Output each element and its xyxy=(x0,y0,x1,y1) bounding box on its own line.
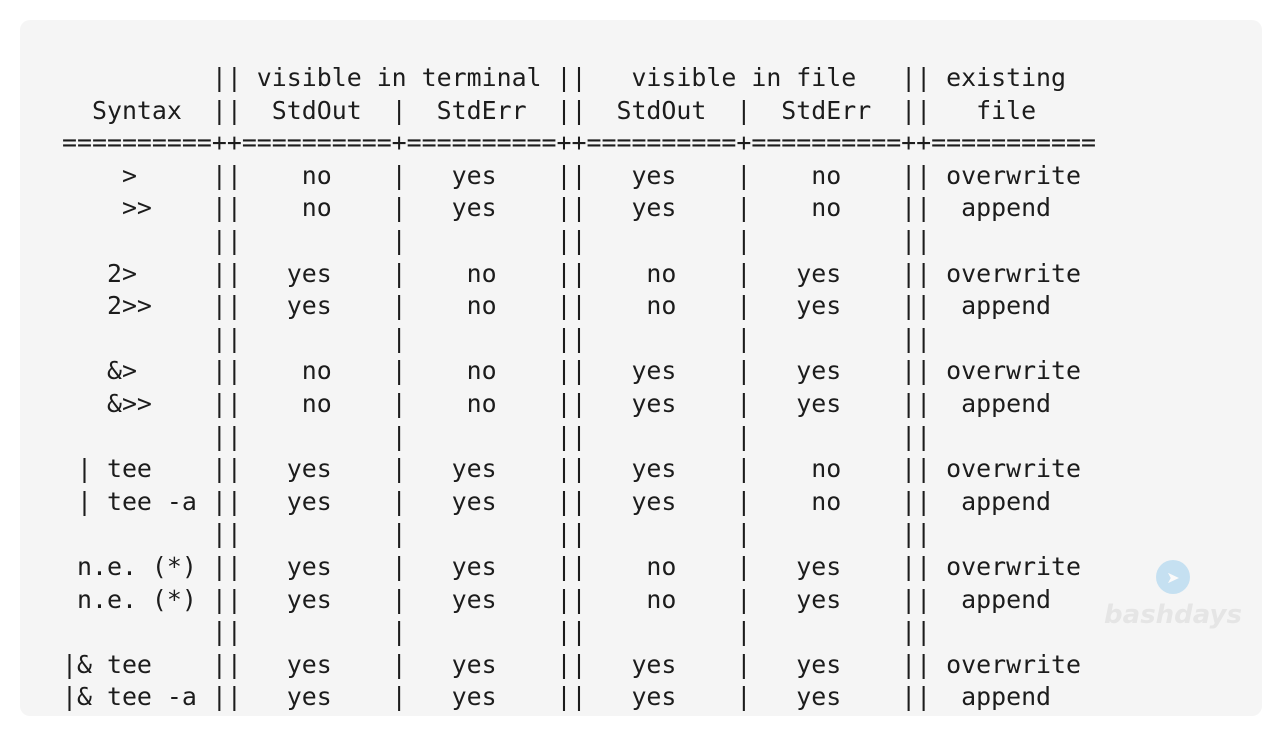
table-row-blank: || | || | || xyxy=(62,421,932,451)
separator-line: ==========++==========+==========++=====… xyxy=(62,128,1096,158)
table-row: 2>> || yes | no || no | yes || append xyxy=(62,291,1052,321)
table-row: | tee || yes | yes || yes | no || overwr… xyxy=(62,454,1082,484)
table-row: > || no | yes || yes | no || overwrite xyxy=(62,160,1082,190)
table-row-blank: || | || | || xyxy=(62,225,932,255)
code-block: || visible in terminal || visible in fil… xyxy=(20,20,1262,716)
header-line-2: Syntax || StdOut | StdErr || StdOut | St… xyxy=(62,95,1037,125)
table-row-blank: || | || | || xyxy=(62,617,932,647)
table-row: |& tee -a || yes | yes || yes | yes || a… xyxy=(62,682,1052,712)
table-row: | tee -a || yes | yes || yes | no || app… xyxy=(62,486,1052,516)
table-row: n.e. (*) || yes | yes || no | yes || app… xyxy=(62,584,1052,614)
table-row: n.e. (*) || yes | yes || no | yes || ove… xyxy=(62,551,1082,581)
table-row: &> || no | no || yes | yes || overwrite xyxy=(62,356,1082,386)
watermark: ➤ bashdays xyxy=(1098,560,1248,630)
redirection-table: || visible in terminal || visible in fil… xyxy=(62,62,1096,714)
table-row: &>> || no | no || yes | yes || append xyxy=(62,388,1052,418)
watermark-text: bashdays xyxy=(1104,600,1242,630)
telegram-icon: ➤ xyxy=(1156,560,1190,594)
table-row-blank: || | || | || xyxy=(62,519,932,549)
header-line-1: || visible in terminal || visible in fil… xyxy=(62,63,1067,92)
table-row: 2> || yes | no || no | yes || overwrite xyxy=(62,258,1082,288)
table-row: |& tee || yes | yes || yes | yes || over… xyxy=(62,649,1082,679)
table-row-blank: || | || | || xyxy=(62,323,932,353)
table-row: >> || no | yes || yes | no || append xyxy=(62,193,1052,223)
